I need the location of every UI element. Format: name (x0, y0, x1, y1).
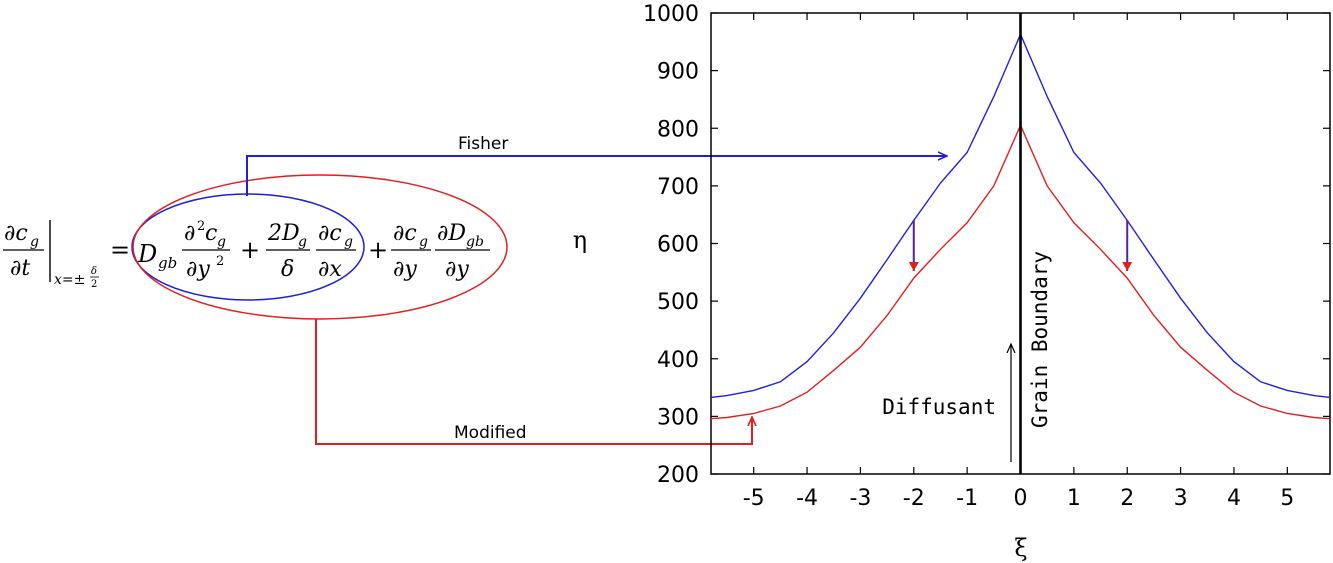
x-tick-label: -2 (903, 486, 925, 511)
y-tick-label: 200 (657, 463, 699, 488)
term4-numerator: ∂D (437, 221, 466, 246)
annotation-layer: Grain Boundary Diffusant (882, 13, 1133, 474)
equation: ∂c g ∂t x=± δ 2 = D gb ∂ 2 c g ∂y 2 + 2D… (3, 174, 508, 320)
term1-num-partial: ∂ (184, 221, 195, 246)
modified-terms-ellipse (132, 174, 508, 320)
y-axis-ticks: 200 300 400 500 600 700 800 900 1000 (643, 2, 1330, 488)
term3-numerator: ∂c (393, 221, 417, 246)
term2b-numerator-sub: g (344, 234, 353, 250)
y-tick-label: 800 (657, 117, 699, 142)
x-axis-ticks: -5 -4 -3 -2 -1 0 1 2 3 4 5 (743, 13, 1294, 511)
term3-numerator-sub: g (419, 234, 428, 250)
term1-num-var: c (205, 221, 217, 246)
x-tick-label: 4 (1227, 486, 1241, 511)
term4-denominator: ∂y (445, 257, 469, 282)
term1-num-sub: g (217, 234, 226, 250)
y-tick-label: 300 (657, 405, 699, 430)
x-tick-label: 0 (1014, 486, 1028, 511)
x-tick-label: 5 (1280, 486, 1294, 511)
plus-sign-2: + (368, 236, 388, 264)
equals-sign: = (110, 236, 130, 264)
modified-label: Modified (454, 423, 527, 443)
x-tick-label: 3 (1174, 486, 1188, 511)
y-axis-label: η (573, 226, 587, 254)
x-tick-label: -4 (796, 486, 818, 511)
term1-denominator: ∂y (186, 257, 210, 282)
term1-coefficient: D (137, 240, 157, 268)
term2b-denominator: ∂x (318, 257, 342, 282)
plus-sign-1: + (240, 236, 260, 264)
y-tick-label: 500 (657, 290, 699, 315)
x-tick-label: 2 (1120, 486, 1134, 511)
chart: 200 300 400 500 600 700 800 900 1000 -5 -4 -3 -2 -1 0… (573, 2, 1331, 562)
y-tick-label: 700 (657, 175, 699, 200)
term1-num-sup: 2 (197, 219, 205, 234)
term1-den-sup: 2 (216, 254, 224, 269)
lhs-numerator-sub: g (30, 234, 39, 250)
evaluation-frac-den: 2 (91, 279, 97, 290)
x-tick-label: -3 (849, 486, 871, 511)
lhs-denominator: ∂t (10, 256, 30, 281)
fisher-label: Fisher (458, 134, 508, 154)
evaluation-subscript: x=± (54, 272, 85, 288)
term3-denominator: ∂y (393, 257, 417, 282)
lhs-numerator: ∂c (4, 221, 28, 246)
x-tick-label: -5 (743, 486, 765, 511)
evaluation-frac-num: δ (91, 266, 97, 277)
term2-numerator: 2D (267, 221, 300, 246)
x-tick-label: -1 (956, 486, 978, 511)
term4-numerator-sub: gb (466, 234, 484, 250)
fisher-connector-arrow (246, 156, 947, 196)
term1-coefficient-sub: gb (158, 254, 177, 272)
x-tick-label: 1 (1067, 486, 1081, 511)
modified-connector-arrow (315, 319, 752, 445)
y-tick-label: 600 (657, 233, 699, 258)
grain-boundary-label: Grain Boundary (1028, 251, 1052, 428)
term2-denominator: δ (281, 257, 294, 282)
connectors: Fisher Modified (246, 134, 947, 445)
term2b-numerator: ∂c (318, 221, 342, 246)
y-tick-label: 1000 (643, 2, 699, 27)
y-tick-label: 900 (657, 60, 699, 85)
y-tick-label: 400 (657, 348, 699, 373)
diffusant-label: Diffusant (882, 395, 996, 419)
x-axis-label: ξ (1014, 534, 1027, 562)
term2-numerator-sub: g (298, 234, 307, 250)
